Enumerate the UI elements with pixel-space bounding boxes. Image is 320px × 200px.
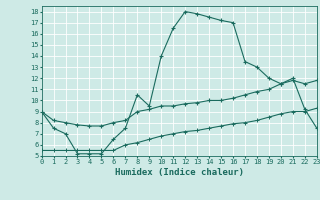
X-axis label: Humidex (Indice chaleur): Humidex (Indice chaleur): [115, 168, 244, 177]
